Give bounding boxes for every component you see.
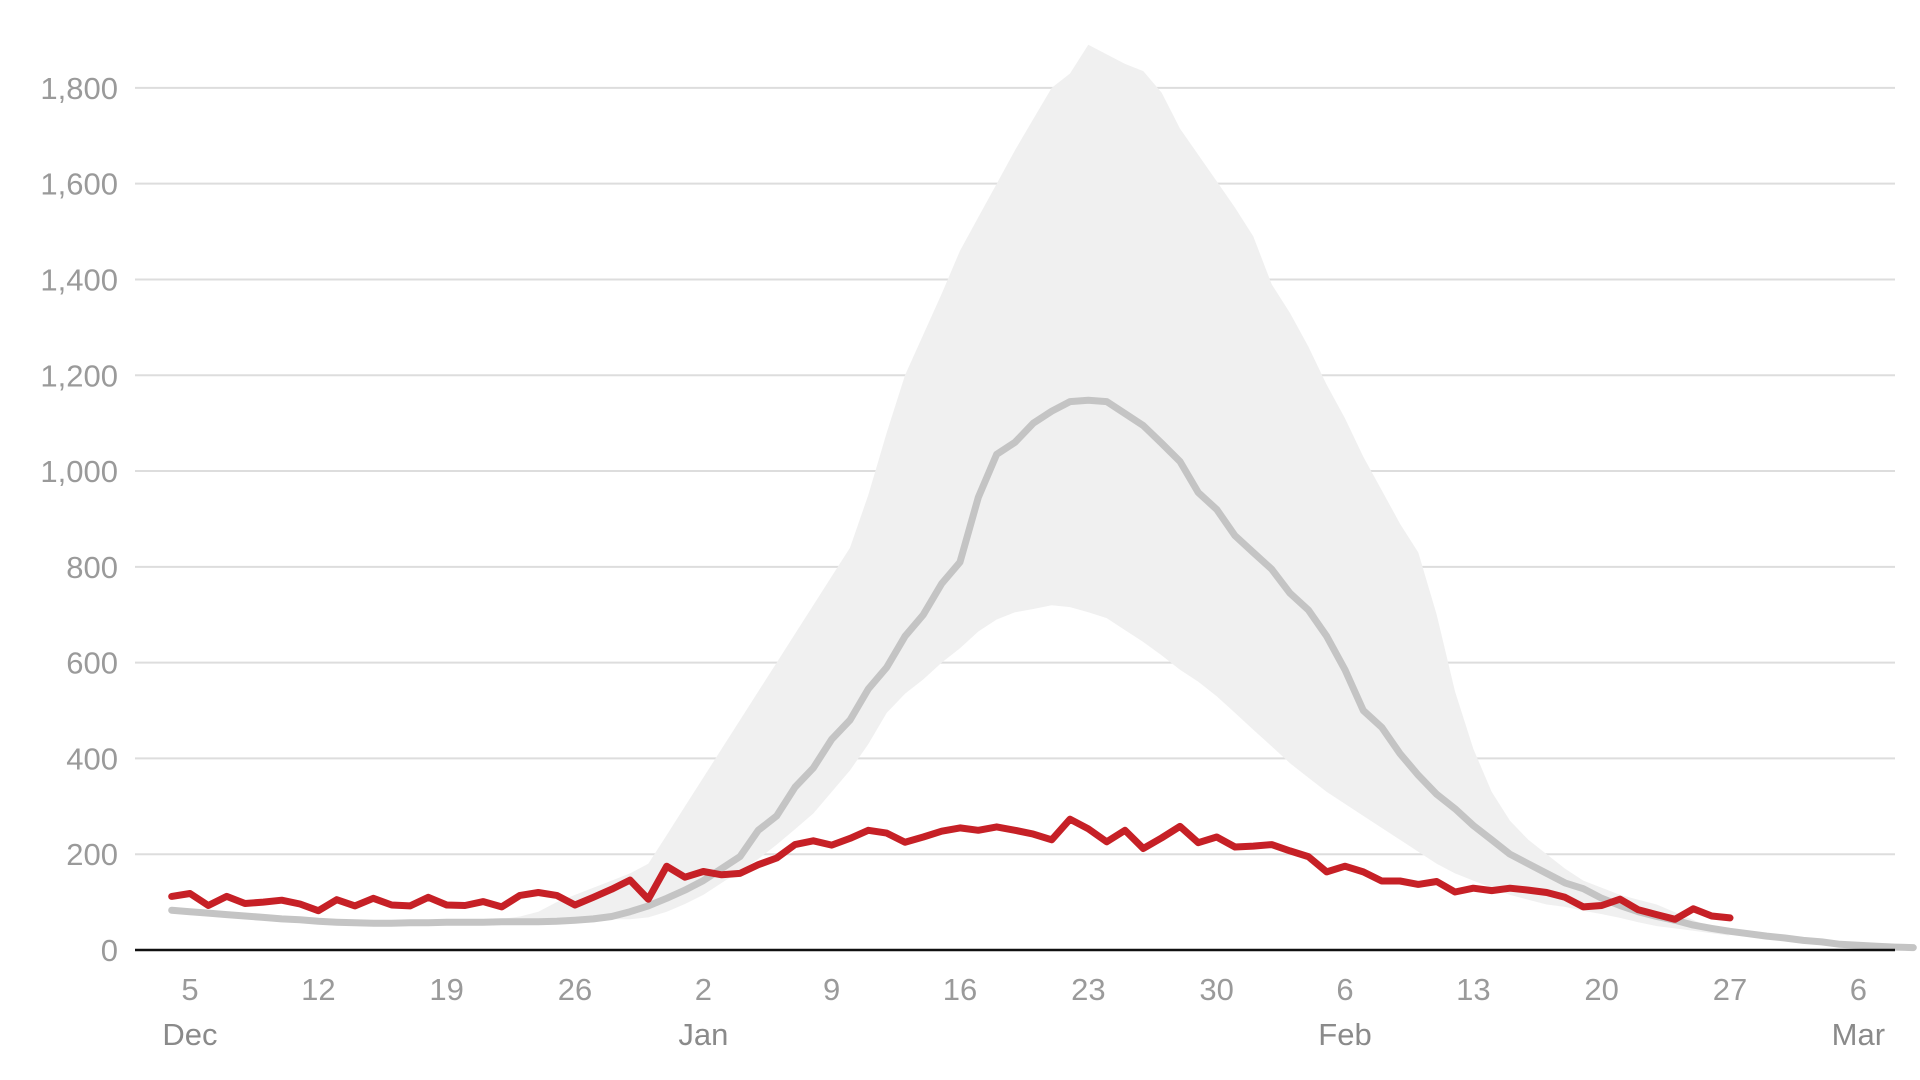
series-lines: [168, 396, 1917, 952]
x-month-label: Mar: [1832, 1017, 1885, 1052]
x-tick-label: 12: [301, 972, 335, 1007]
x-tick-label: 20: [1584, 972, 1618, 1007]
x-tick-label: 16: [943, 972, 977, 1007]
y-tick-label: 400: [66, 741, 118, 776]
y-tick-label: 1,400: [40, 262, 118, 297]
x-tick-label: 6: [1850, 972, 1867, 1007]
projection-line: [168, 396, 1917, 952]
x-tick-label: 5: [181, 972, 198, 1007]
y-tick-label: 1,600: [40, 167, 118, 202]
y-axis: 0 200 400 600 800 1,000 1,200 1,400 1,600 1,800: [40, 71, 118, 968]
x-axis-labels: 5 12 19 26 2 9 16 23 30 6 13 20 27 6 Dec Jan Feb Mar: [162, 972, 1885, 1052]
y-tick-label: 0: [101, 933, 118, 968]
x-month-label: Feb: [1318, 1017, 1371, 1052]
projection-range-band: [171, 44, 1731, 936]
x-month-label: Jan: [678, 1017, 728, 1052]
projection-range-area: [171, 44, 1731, 936]
x-tick-label: 9: [823, 972, 840, 1007]
x-tick-label: 13: [1456, 972, 1490, 1007]
x-tick-label: 23: [1071, 972, 1105, 1007]
y-tick-label: 1,800: [40, 71, 118, 106]
x-tick-label: 26: [558, 972, 592, 1007]
x-tick-label: 27: [1713, 972, 1747, 1007]
y-tick-label: 1,000: [40, 454, 118, 489]
actual-line: [168, 815, 1734, 923]
x-tick-label: 6: [1336, 972, 1353, 1007]
y-tick-label: 600: [66, 646, 118, 681]
x-month-label: Dec: [162, 1017, 217, 1052]
y-tick-label: 200: [66, 837, 118, 872]
y-tick-label: 800: [66, 550, 118, 585]
y-tick-label: 1,200: [40, 358, 118, 393]
x-tick-label: 19: [429, 972, 463, 1007]
x-tick-label: 2: [695, 972, 712, 1007]
x-tick-label: 30: [1199, 972, 1233, 1007]
